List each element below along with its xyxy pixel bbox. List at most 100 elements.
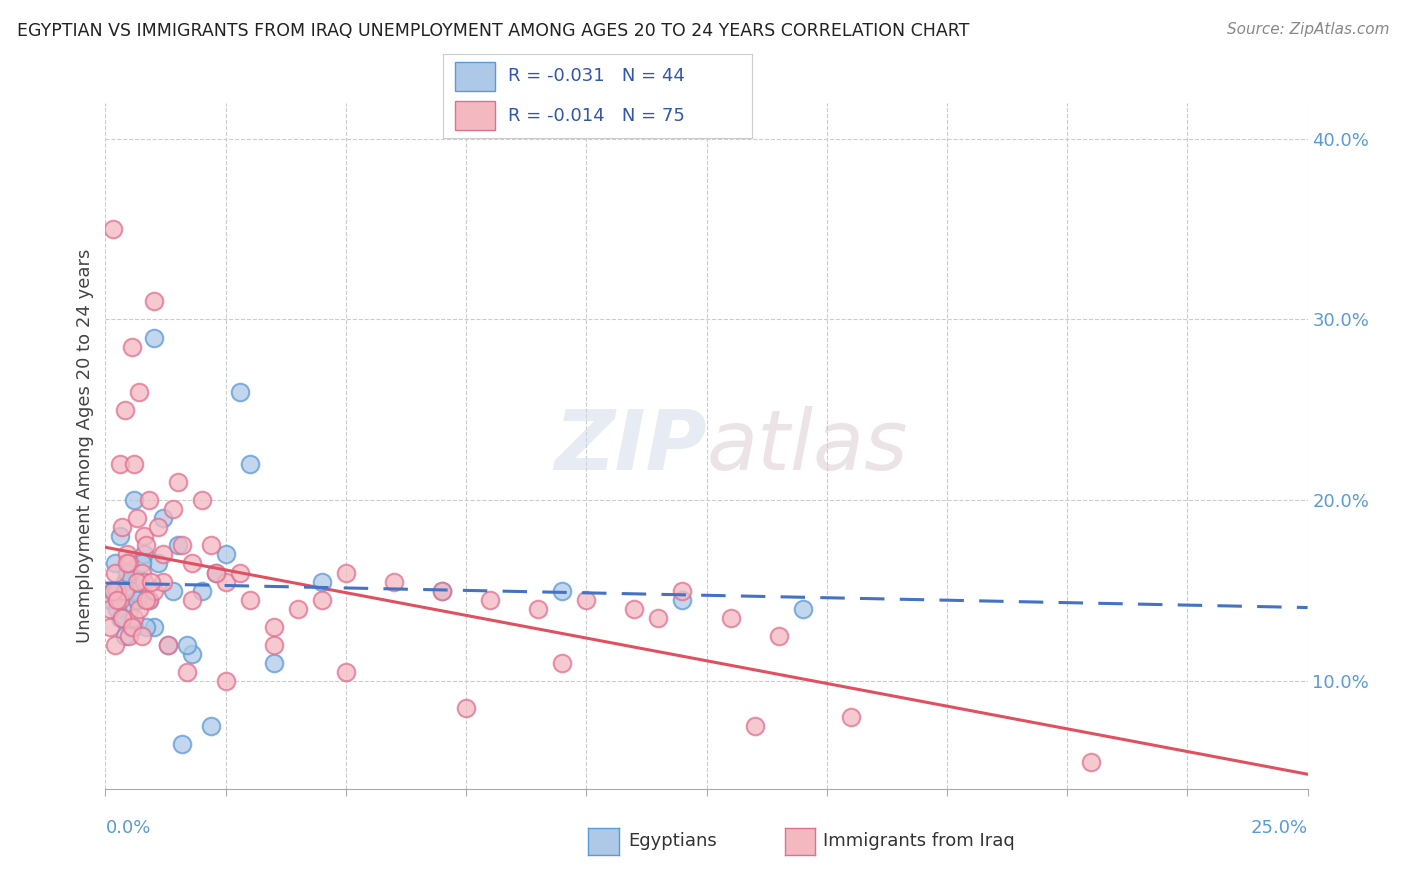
Point: [132, 529, 155, 543]
Point: [162, 502, 184, 516]
Point: [335, 665, 357, 679]
Point: [190, 493, 212, 508]
Point: [142, 294, 165, 309]
Point: [115, 566, 138, 580]
Point: [138, 493, 160, 508]
Point: [239, 592, 262, 607]
Point: [138, 592, 160, 607]
Point: [118, 566, 141, 580]
Point: [98, 601, 121, 615]
Point: [124, 611, 146, 625]
Point: [156, 638, 179, 652]
Point: [131, 566, 153, 580]
Point: [135, 538, 157, 552]
Point: [551, 583, 574, 598]
Point: [263, 620, 285, 634]
Point: [214, 548, 236, 562]
Point: [647, 611, 669, 625]
Text: 25.0%: 25.0%: [1250, 819, 1308, 837]
Point: [104, 566, 127, 580]
Point: [148, 557, 170, 571]
Point: [114, 574, 136, 589]
Point: [181, 647, 204, 661]
Point: [111, 520, 134, 534]
Point: [114, 402, 136, 417]
Text: R = -0.014   N = 75: R = -0.014 N = 75: [508, 107, 685, 125]
Point: [162, 583, 184, 598]
Point: [118, 557, 141, 571]
Point: [176, 665, 198, 679]
Point: [108, 592, 131, 607]
Bar: [456, 62, 495, 91]
Point: [131, 629, 153, 643]
Point: [128, 574, 150, 589]
Text: Egyptians: Egyptians: [628, 832, 717, 850]
Point: [142, 583, 165, 598]
Point: [111, 611, 134, 625]
Point: [430, 583, 453, 598]
Point: [200, 719, 222, 733]
Point: [214, 574, 236, 589]
Point: [744, 719, 766, 733]
Point: [454, 701, 477, 715]
Point: [104, 557, 127, 571]
Point: [214, 673, 236, 688]
Point: [108, 529, 131, 543]
Point: [114, 629, 136, 643]
Point: [101, 222, 124, 236]
Point: [132, 574, 155, 589]
Point: [107, 601, 129, 615]
Point: [132, 548, 155, 562]
Point: [152, 511, 174, 525]
Point: [287, 601, 309, 615]
Point: [139, 574, 162, 589]
Point: [176, 638, 198, 652]
Point: [142, 620, 165, 634]
Point: [108, 457, 131, 471]
Point: [138, 592, 160, 607]
Point: [172, 538, 194, 552]
Point: [148, 520, 170, 534]
Point: [172, 737, 194, 751]
Point: [263, 656, 285, 670]
Point: [152, 548, 174, 562]
Point: [671, 592, 693, 607]
Point: [527, 601, 550, 615]
Point: [200, 538, 222, 552]
Point: [239, 457, 262, 471]
Point: [111, 611, 134, 625]
Point: [311, 574, 333, 589]
Point: [101, 583, 124, 598]
Text: EGYPTIAN VS IMMIGRANTS FROM IRAQ UNEMPLOYMENT AMONG AGES 20 TO 24 YEARS CORRELAT: EGYPTIAN VS IMMIGRANTS FROM IRAQ UNEMPLO…: [17, 22, 969, 40]
Point: [135, 592, 157, 607]
Point: [190, 583, 212, 598]
Text: 0.0%: 0.0%: [105, 819, 150, 837]
Point: [142, 330, 165, 344]
Point: [792, 601, 814, 615]
Point: [98, 620, 121, 634]
Point: [121, 620, 143, 634]
Point: [311, 592, 333, 607]
Point: [430, 583, 453, 598]
Point: [181, 592, 204, 607]
Point: [205, 566, 228, 580]
Point: [115, 557, 138, 571]
Point: [479, 592, 502, 607]
Point: [98, 592, 121, 607]
Bar: [456, 101, 495, 130]
Point: [229, 566, 252, 580]
Point: [125, 511, 148, 525]
Text: R = -0.031   N = 44: R = -0.031 N = 44: [508, 67, 685, 85]
Point: [124, 493, 146, 508]
Point: [382, 574, 405, 589]
Point: [135, 620, 157, 634]
Point: [335, 566, 357, 580]
Point: [124, 620, 146, 634]
Point: [1080, 756, 1102, 770]
Text: atlas: atlas: [707, 406, 908, 486]
Point: [107, 592, 129, 607]
Point: [551, 656, 574, 670]
Point: [166, 475, 188, 490]
Y-axis label: Unemployment Among Ages 20 to 24 years: Unemployment Among Ages 20 to 24 years: [76, 249, 94, 643]
Point: [205, 566, 228, 580]
